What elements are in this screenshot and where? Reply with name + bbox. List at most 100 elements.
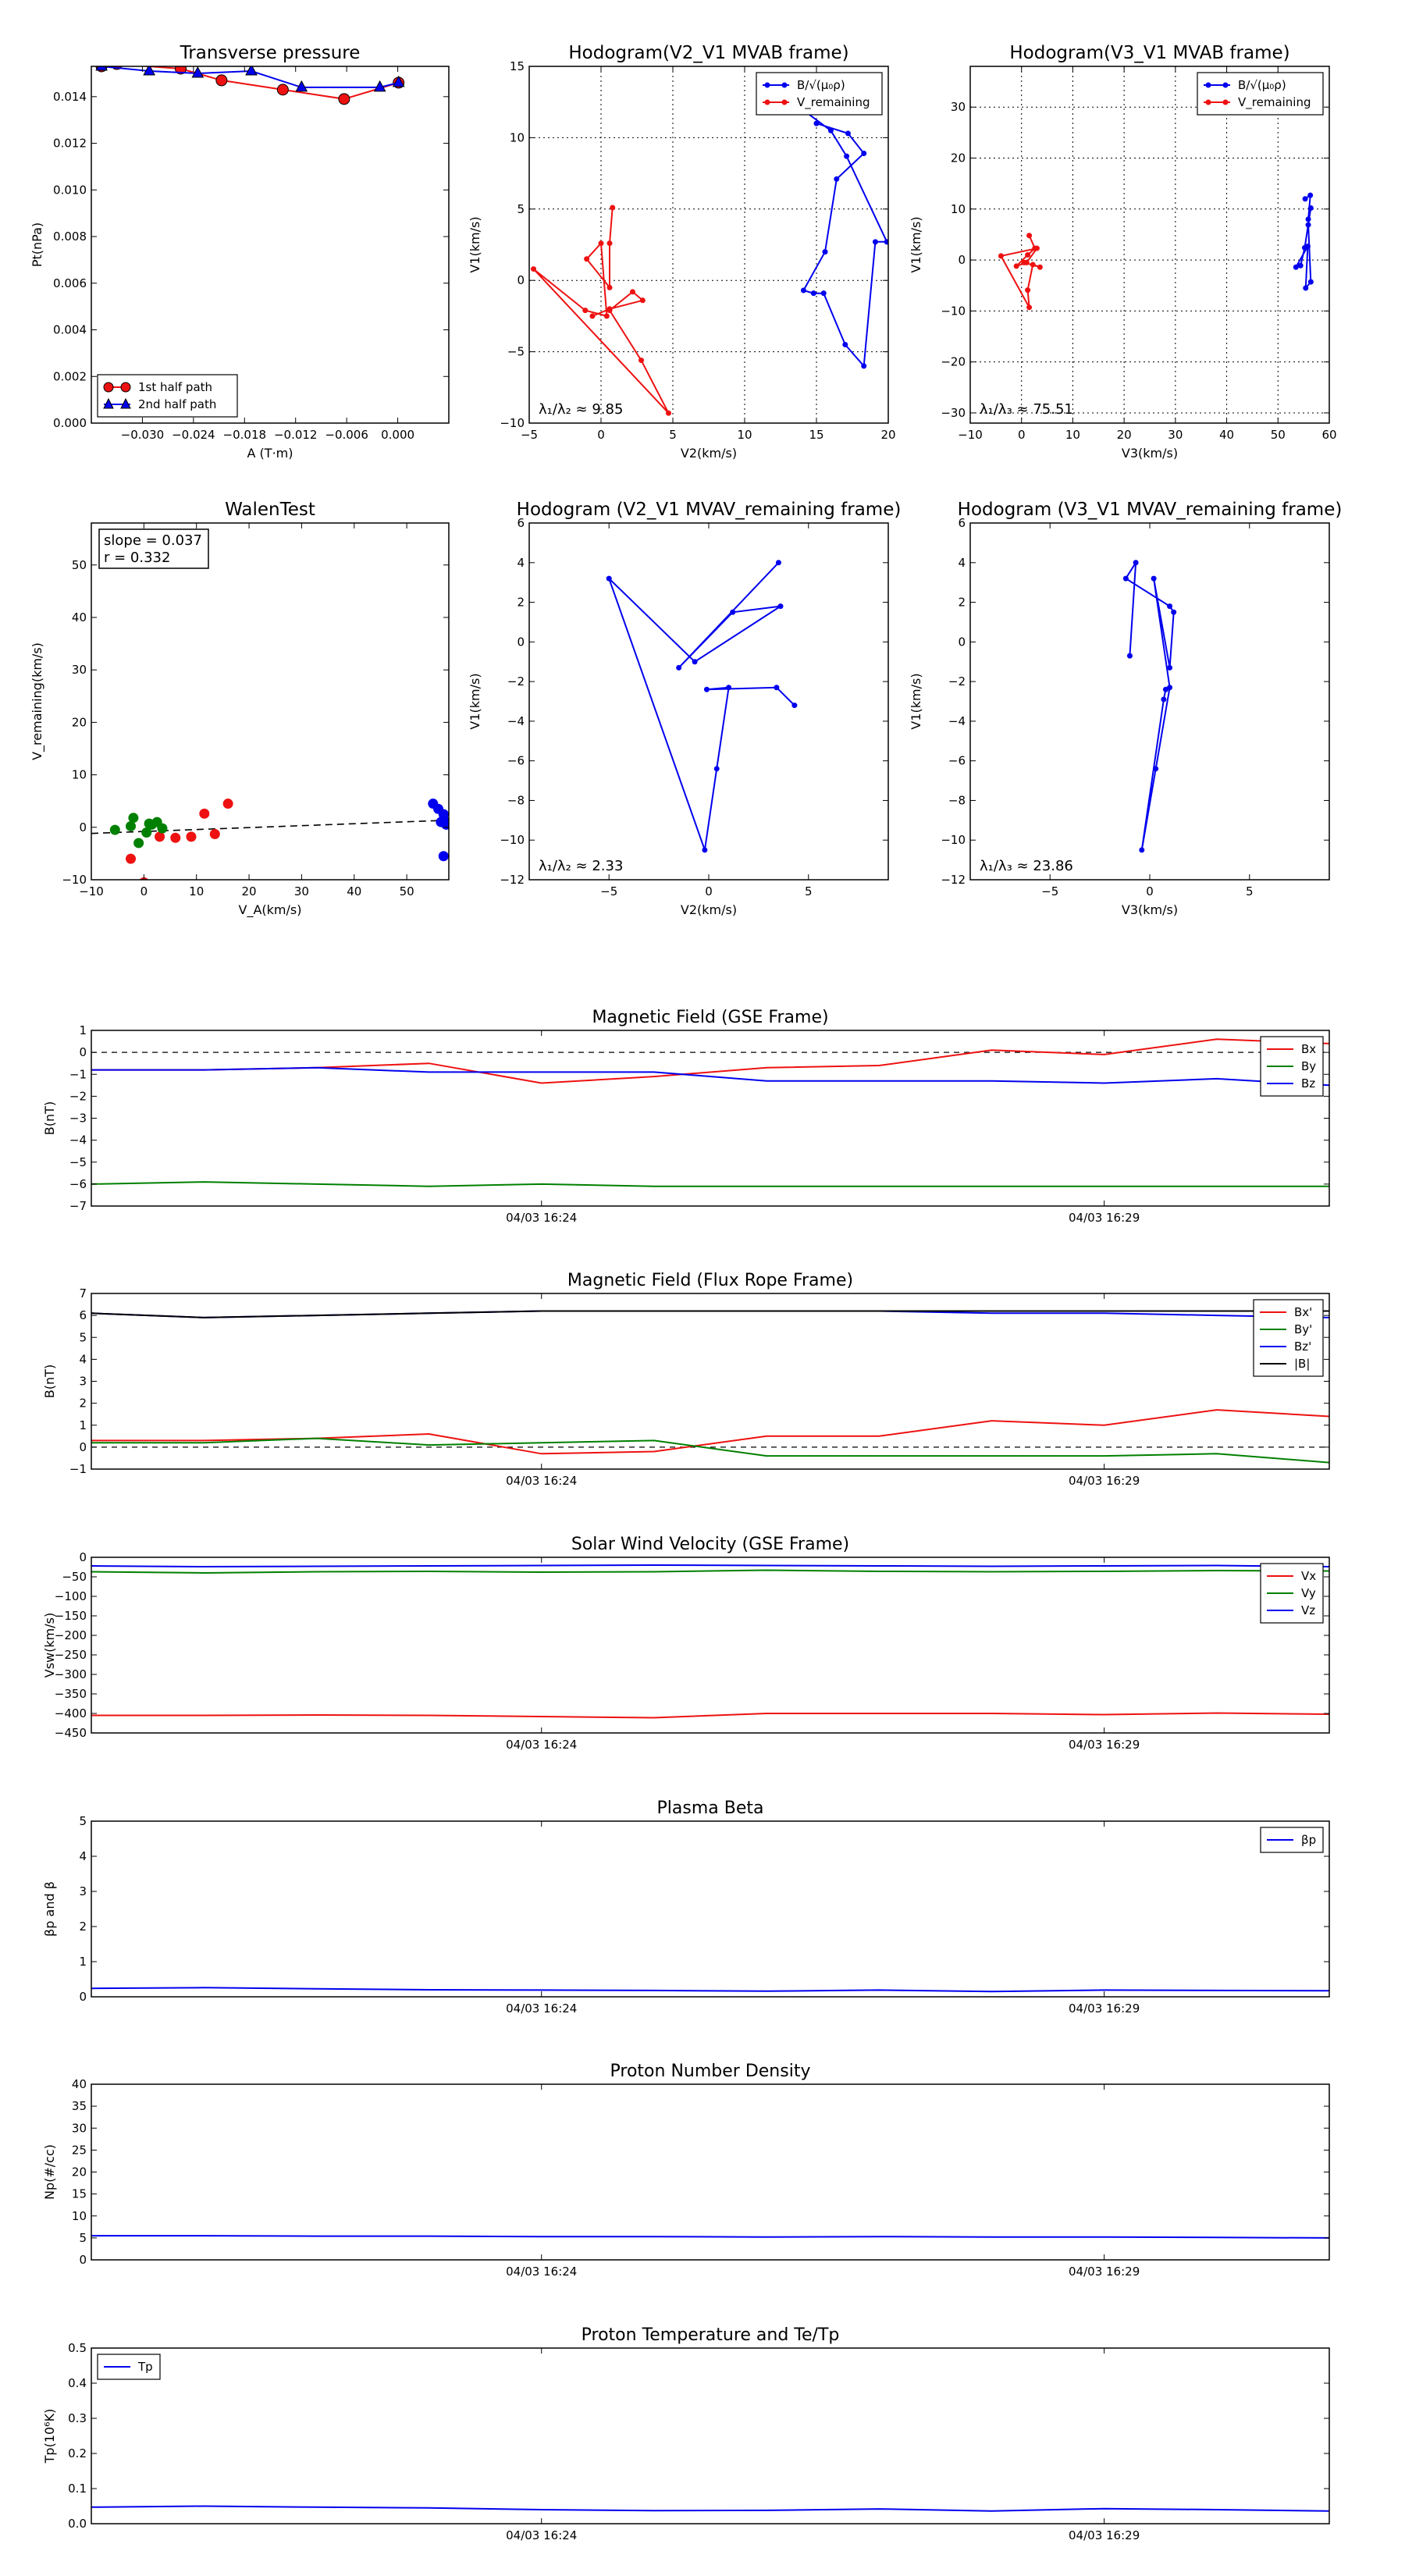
y-tick-label: −10	[62, 873, 87, 887]
data-point	[827, 127, 834, 133]
data-point	[1307, 205, 1314, 211]
axes-frame	[969, 522, 1330, 881]
data-point	[1307, 279, 1314, 285]
chart-pt: −0.030 −0.024 −0.018 −0.012 −0.006 0.000 0.000…	[30, 43, 450, 461]
y-tick-label: 5	[79, 2231, 87, 2245]
x-tick-label: 10	[737, 428, 752, 442]
x-tick-label: 40	[347, 884, 361, 898]
data-point	[584, 256, 590, 262]
axes-frame	[91, 1030, 1330, 1207]
data-point	[582, 308, 589, 314]
y-tick-label: 4	[958, 556, 966, 570]
x-tick-label: −10	[958, 428, 983, 442]
eigenvalue-ratio-label: λ₁/λ₃ ≈ 23.86	[980, 858, 1073, 874]
x-tick-label: −5	[521, 428, 538, 442]
y-tick-label: −300	[55, 1667, 87, 1681]
data-point	[606, 575, 612, 582]
y-tick-label: −2	[69, 1089, 87, 1103]
y-tick-label: 30	[72, 663, 87, 677]
data-point	[133, 838, 144, 849]
data-point	[676, 664, 682, 671]
y-tick-label: −100	[55, 1589, 87, 1603]
y-tick-label: 0	[79, 1990, 87, 2004]
chart-title: Solar Wind Velocity (GSE Frame)	[571, 1535, 849, 1554]
x-tick-label: 04/03 16:24	[506, 1211, 577, 1225]
y-tick-label: 50	[72, 558, 87, 572]
y-tick-label: 0	[517, 635, 525, 649]
y-tick-label: −3	[69, 1112, 87, 1126]
x-tick-label: 04/03 16:29	[1069, 2528, 1140, 2542]
x-tick-label: 04/03 16:29	[1069, 2265, 1140, 2279]
data-point	[1305, 216, 1311, 222]
plot-area	[91, 1987, 1329, 1993]
series-tp-line	[91, 2505, 1329, 2512]
legend-label: 2nd half path	[138, 397, 216, 411]
y-tick-label: 0	[79, 2253, 87, 2267]
y-tick-label: 0	[79, 1045, 87, 1059]
y-tick-label: 40	[72, 610, 87, 624]
y-tick-label: 0.006	[53, 276, 87, 290]
x-axis-label: V2(km/s)	[681, 902, 737, 917]
y-axis-label: Pt(nPa)	[30, 222, 44, 267]
x-axis-label: V_A(km/s)	[239, 902, 302, 918]
chart-walen: −10 0 10 20 30 40 50 −10 0 10 20 30 40 50 WalenTest V_A…	[30, 500, 450, 918]
y-tick-label: 2	[958, 596, 966, 610]
data-point	[598, 240, 604, 247]
y-tick-label: 0	[79, 1550, 87, 1564]
chart-title: Hodogram(V2_V1 MVAB frame)	[568, 43, 848, 63]
x-tick-label: 50	[1271, 428, 1286, 442]
legend-box	[1197, 72, 1324, 116]
y-tick-label: 6	[79, 1308, 87, 1322]
chart-bgse: 04/03 16:24 04/03 16:29 −7 −6 −5 −4 −3 −2 −1 0 1 Ma…	[42, 1008, 1330, 1225]
x-tick-label: 04/03 16:24	[506, 1738, 577, 1752]
x-tick-label: −0.024	[172, 428, 215, 442]
data-point	[1033, 245, 1040, 251]
axes-frame	[91, 2083, 1330, 2261]
data-point	[730, 609, 736, 615]
y-tick-label: −10	[941, 304, 966, 318]
legend: B/√(μ₀ρ) V_remaining	[1197, 72, 1324, 116]
y-tick-label: 1	[79, 1418, 87, 1432]
x-tick-label: 0	[705, 884, 713, 898]
chart-title: Proton Temperature and Te/Tp	[582, 2325, 840, 2345]
x-tick-label: 20	[1117, 428, 1132, 442]
x-tick-label: −0.006	[325, 428, 368, 442]
data-point	[844, 153, 850, 159]
data-point	[1026, 233, 1033, 239]
data-point	[726, 685, 732, 691]
x-tick-label: 60	[1321, 428, 1336, 442]
series-bz-line	[91, 1066, 1329, 1087]
y-tick-label: −400	[55, 1706, 87, 1720]
plot-area	[606, 560, 798, 853]
data-point	[774, 685, 780, 691]
data-point	[1030, 262, 1036, 268]
chart-title: Hodogram(V3_V1 MVAB frame)	[1009, 43, 1289, 63]
series-vx-line	[91, 1712, 1329, 1719]
y-axis-label: V_remaining(km/s)	[30, 642, 45, 760]
x-tick-label: 04/03 16:24	[506, 2001, 577, 2016]
data-point	[245, 66, 258, 76]
y-tick-label: −4	[948, 714, 966, 728]
x-tick-label: 0.000	[381, 428, 414, 442]
data-point	[1161, 696, 1167, 703]
y-tick-label: −8	[948, 793, 966, 807]
y-axis-label: B(nT)	[42, 1101, 57, 1135]
y-tick-label: 0.0	[68, 2517, 87, 2531]
y-axis-label: βp and β	[42, 1881, 57, 1937]
chart-title: Proton Number Density	[610, 2062, 811, 2081]
y-tick-label: 0.010	[53, 183, 87, 197]
series-series-0-line	[608, 562, 795, 851]
y-tick-label: 10	[510, 130, 525, 144]
data-point	[861, 151, 867, 157]
y-tick-label: −12	[941, 873, 966, 887]
data-point	[1013, 263, 1019, 269]
data-point	[392, 75, 405, 87]
y-axis-label: Np(#/cc)	[42, 2144, 57, 2200]
y-tick-label: −1	[69, 1067, 87, 1081]
data-point	[295, 80, 308, 92]
data-point	[126, 820, 137, 831]
data-point	[191, 66, 205, 78]
x-tick-label: 20	[242, 884, 257, 898]
data-point	[800, 287, 806, 294]
y-tick-label: −20	[941, 355, 966, 369]
